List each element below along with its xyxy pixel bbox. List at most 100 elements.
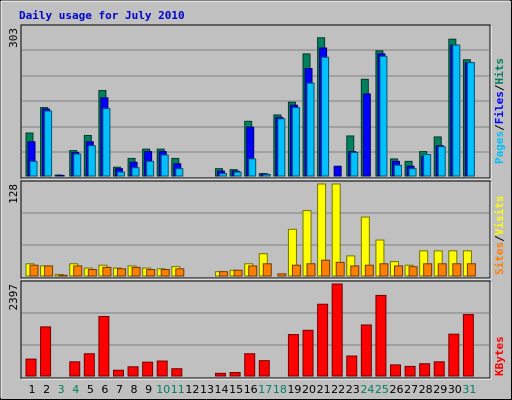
day-label-24: 24 [360,383,374,396]
day-label-4: 4 [72,383,79,396]
kbytes-bar-day-4 [69,361,81,377]
hits-files-pages-bars [25,37,475,177]
pages-bar-day-1 [29,160,38,177]
day-label-14: 14 [215,383,229,396]
legend-pages-files-hits: Pages/Files/Hits [493,58,506,164]
kbytes-bar-day-28 [419,363,431,377]
day-label-5: 5 [87,383,94,396]
kbytes-bar-day-14 [215,372,227,377]
day-label-20: 20 [302,383,316,396]
day-label-30: 30 [448,383,462,396]
day-label-16: 16 [244,383,258,396]
pages-bar-day-18 [277,118,286,177]
pages-bar-day-28 [423,154,432,177]
kbytes-bar-day-6 [98,316,110,377]
pages-bar-day-4 [73,153,82,177]
files-bar-day-22 [333,165,342,177]
day-label-29: 29 [433,383,447,396]
day-label-26: 26 [390,383,404,396]
legend-kbytes-label: KBytes [493,336,506,376]
sites-bar-day-30 [452,263,462,277]
sites-bar-day-6 [102,266,112,277]
day-label-6: 6 [101,383,108,396]
kbytes-bar-day-26 [390,364,401,377]
day-label-25: 25 [375,383,389,396]
sites-bar-day-17 [262,263,272,277]
day-label-22: 22 [331,383,345,396]
pages-bar-day-27 [408,168,417,177]
sites-bar-day-10 [160,269,170,277]
pages-bar-day-25 [379,55,388,177]
day-label-2: 2 [43,383,50,396]
sites-bar-day-2 [44,265,54,277]
sites-bar-day-18 [277,273,287,277]
kbytes-bar-day-30 [448,333,460,377]
pages-bar-day-26 [394,164,402,177]
pages-bar-day-16 [248,158,257,177]
sites-bar-day-28 [423,263,433,277]
sites-bar-day-27 [408,266,418,277]
kbytes-bar-day-21 [317,303,329,377]
files-bar-day-24 [362,93,371,177]
day-label-18: 18 [273,383,287,396]
visits-sites-bars [25,183,476,277]
sites-bar-day-29 [437,263,447,277]
sites-bar-day-16 [248,265,258,277]
pages-bar-day-6 [102,108,111,177]
kbytes-bar-day-25 [375,294,387,377]
day-label-28: 28 [419,383,433,396]
sites-bar-day-15 [233,269,243,277]
day-label-9: 9 [145,383,152,396]
pages-bar-day-30 [452,44,461,177]
pages-bar-day-23 [350,152,359,177]
sites-bar-day-11 [175,268,185,277]
day-label-10: 10 [156,383,170,396]
sites-bar-day-31 [466,263,476,277]
day-label-7: 7 [116,383,123,396]
sites-bar-day-4 [73,265,83,277]
chart-title: Daily usage for July 2010 [19,9,185,22]
pages-bar-day-9 [146,160,155,177]
sites-bar-day-7 [116,268,126,277]
sites-bar-day-1 [29,264,39,277]
legend-visits: Visits [493,196,506,236]
pages-bar-day-17 [262,174,271,177]
kbytes-bar-day-7 [112,369,124,377]
pages-bar-day-21 [321,56,330,177]
pages-bar-day-7 [116,171,125,177]
pages-bar-day-31 [466,62,475,177]
day-label-12: 12 [185,383,199,396]
sites-bar-day-20 [306,263,316,277]
y-max-label-kbytes: 2397 [7,284,20,311]
kbytes-bar-day-23 [346,355,358,377]
kbytes-bar-day-2 [40,326,52,377]
pages-bar-day-2 [44,110,53,177]
pages-bar-day-15 [233,171,242,177]
day-label-11: 11 [171,383,185,396]
kbytes-bar-day-1 [25,358,37,377]
day-label-1: 1 [29,383,36,396]
panel-visits-sites [20,180,491,279]
kbytes-bars [25,283,474,377]
legend-kbytes: KBytes [493,336,506,376]
legend-hits: Hits [493,58,506,85]
legend-sep2: / [493,84,506,91]
legend-sep3: / [493,235,506,242]
day-label-13: 13 [200,383,214,396]
kbytes-bar-day-31 [462,314,474,377]
kbytes-bar-day-9 [142,361,154,377]
pages-bar-day-14 [219,173,228,177]
day-label-31: 31 [462,383,476,396]
sites-bar-day-21 [321,259,331,277]
kbytes-bar-day-11 [171,368,183,377]
day-label-21: 21 [317,383,331,396]
day-label-15: 15 [229,383,243,396]
legend-sep1: / [493,124,506,131]
sites-bar-day-5 [87,269,97,277]
day-label-23: 23 [346,383,360,396]
pages-bar-day-10 [160,154,169,177]
kbytes-bar-day-27 [404,365,416,377]
pages-bar-day-29 [437,146,446,177]
kbytes-bar-day-8 [127,366,139,377]
day-label-3: 3 [58,383,65,396]
